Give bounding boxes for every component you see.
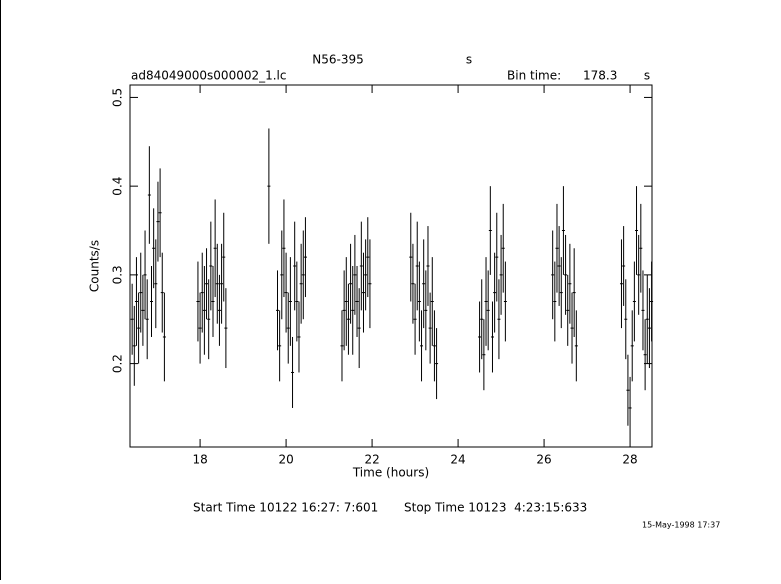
x-tick-label: 24	[450, 453, 465, 467]
title-unit: s	[466, 53, 472, 67]
y-tick-label: 0.4	[111, 177, 125, 196]
y-axis-label: Counts/s	[88, 240, 102, 292]
x-tick-label: 28	[622, 453, 637, 467]
y-tick-label: 0.2	[111, 354, 125, 373]
bin-time-unit: s	[644, 69, 650, 83]
date-stamp: 15-May-1998 17:37	[642, 521, 720, 530]
x-tick-label: 18	[192, 453, 207, 467]
chart-title: N56-395	[312, 53, 363, 67]
bin-time: 178.3	[583, 69, 617, 83]
start-time: Start Time 10122 16:27: 7:601	[193, 501, 378, 515]
x-axis-label: Time (hours)	[352, 466, 429, 480]
bin-time-label: Bin time:	[507, 69, 561, 83]
x-tick-label: 22	[364, 453, 379, 467]
stop-time: Stop Time 10123 4:23:15:633	[404, 501, 587, 515]
x-tick-label: 26	[536, 453, 551, 467]
x-tick-label: 20	[278, 453, 293, 467]
y-tick-label: 0.5	[111, 88, 125, 107]
file-name: ad84049000s000002_1.lc	[131, 69, 287, 83]
y-tick-label: 0.3	[111, 265, 125, 284]
